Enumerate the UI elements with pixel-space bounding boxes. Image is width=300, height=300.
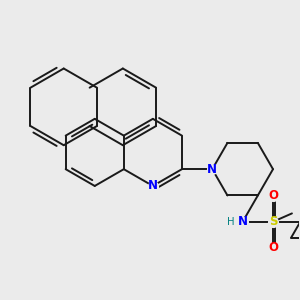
Text: S: S bbox=[269, 215, 277, 228]
Text: O: O bbox=[268, 190, 278, 202]
Text: O: O bbox=[268, 241, 278, 254]
Text: H: H bbox=[227, 217, 234, 227]
Text: N: N bbox=[207, 163, 217, 176]
Text: N: N bbox=[148, 179, 158, 193]
Text: N: N bbox=[238, 215, 248, 228]
